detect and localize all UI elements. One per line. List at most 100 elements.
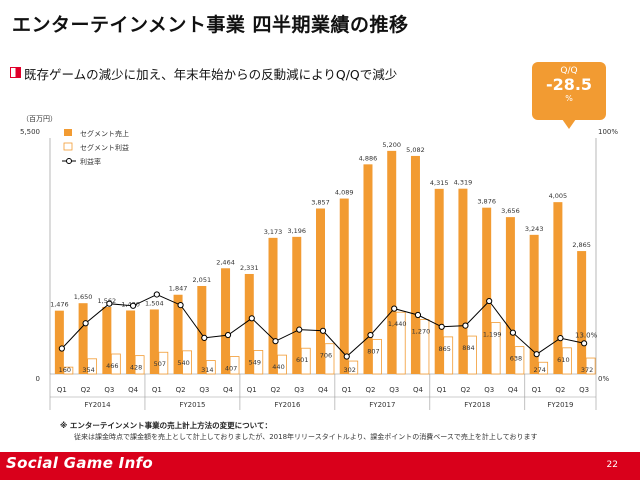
data-label-sales: 2,464 bbox=[216, 258, 235, 266]
x-tick-label: Q4 bbox=[128, 386, 139, 394]
qq-value: -28.5 bbox=[545, 75, 593, 94]
legend-label: セグメント売上 bbox=[80, 129, 129, 138]
data-label-sales: 3,857 bbox=[311, 198, 330, 206]
bullet-icon bbox=[10, 67, 21, 78]
data-label-sales: 1,476 bbox=[50, 301, 69, 309]
bar-profit bbox=[372, 338, 382, 375]
x-tick-label: Q1 bbox=[532, 386, 542, 394]
bar-profit bbox=[277, 354, 287, 375]
data-label-sales: 4,315 bbox=[430, 179, 449, 187]
qq-badge-pointer bbox=[562, 119, 576, 129]
x-tick-label: Q1 bbox=[57, 386, 67, 394]
marker-profit-rate bbox=[272, 338, 279, 345]
bar-profit bbox=[300, 347, 311, 375]
bar-profit bbox=[182, 350, 192, 375]
bar-profit bbox=[63, 366, 74, 375]
bar-profit bbox=[253, 350, 264, 375]
data-label-sales: 3,173 bbox=[264, 228, 283, 236]
unit-label: （百万円） bbox=[22, 115, 57, 123]
x-tick-label: Q3 bbox=[484, 386, 494, 394]
legend-label: 利益率 bbox=[80, 157, 101, 166]
marker-profit-rate bbox=[414, 311, 422, 319]
data-label-profit: 302 bbox=[344, 366, 356, 374]
data-label-profit: 601 bbox=[296, 356, 308, 364]
bar-sales bbox=[221, 268, 231, 374]
bar-sales bbox=[458, 188, 468, 374]
marker-profit-rate bbox=[557, 335, 564, 342]
bar-sales bbox=[434, 188, 444, 374]
bar-sales bbox=[410, 155, 420, 374]
page-subtitle: 既存ゲームの減少に加え、年末年始からの反動減によりQ/Qで減少 bbox=[24, 67, 398, 82]
bar-profit bbox=[87, 358, 98, 375]
data-label-profit: 807 bbox=[367, 347, 379, 355]
x-tick-label: Q4 bbox=[223, 386, 234, 394]
data-label-sales: 1,504 bbox=[145, 299, 164, 307]
bar-sales bbox=[577, 251, 587, 374]
bar-sales bbox=[173, 294, 183, 374]
data-label-profit: 1,270 bbox=[412, 328, 431, 336]
qq-badge: Q/Q -28.5 % bbox=[532, 62, 606, 129]
fiscal-year-label: FY2016 bbox=[274, 401, 301, 409]
marker-profit-rate bbox=[533, 351, 540, 358]
data-label-sales: 3,196 bbox=[287, 227, 306, 235]
data-label-sales: 3,656 bbox=[501, 207, 520, 215]
data-label-sales: 4,886 bbox=[359, 154, 378, 162]
fiscal-year-label: FY2017 bbox=[369, 401, 395, 409]
marker-profit-rate bbox=[58, 345, 65, 352]
x-tick-label: Q3 bbox=[294, 386, 304, 394]
marker-profit-rate bbox=[201, 334, 208, 341]
data-label-sales: 5,082 bbox=[406, 146, 425, 154]
bar-sales bbox=[363, 164, 373, 374]
data-label-profit: 884 bbox=[462, 344, 474, 352]
x-tick-label: Q1 bbox=[247, 386, 257, 394]
data-label-sales: 4,319 bbox=[454, 179, 473, 187]
marker-profit-rate bbox=[343, 353, 350, 360]
fiscal-year-label: FY2014 bbox=[84, 401, 111, 409]
x-tick-label: Q4 bbox=[318, 386, 329, 394]
data-label-profit: 428 bbox=[130, 364, 142, 372]
bar-sales bbox=[102, 306, 112, 374]
qq-unit: % bbox=[565, 94, 573, 103]
data-label-sales: 4,005 bbox=[549, 192, 568, 200]
bar-profit bbox=[467, 335, 477, 375]
data-label-rate: 13.0% bbox=[575, 331, 598, 339]
bar-profit bbox=[395, 311, 406, 375]
x-tick-label: Q3 bbox=[579, 386, 589, 394]
x-tick-label: Q2 bbox=[81, 386, 91, 394]
bar-profit bbox=[585, 357, 596, 375]
bar-sales bbox=[339, 198, 349, 374]
legend-swatch-marker bbox=[66, 158, 72, 164]
x-tick-label: Q2 bbox=[555, 386, 565, 394]
data-label-profit: 610 bbox=[557, 356, 569, 364]
bar-sales bbox=[244, 273, 254, 374]
bar-profit bbox=[561, 347, 572, 375]
data-label-sales: 4,089 bbox=[335, 189, 354, 197]
bar-profit bbox=[110, 353, 121, 375]
data-label-profit: 372 bbox=[581, 366, 593, 374]
legend-swatch-sales bbox=[64, 129, 72, 136]
marker-profit-rate bbox=[153, 291, 160, 298]
data-label-profit: 274 bbox=[533, 366, 545, 374]
marker-profit-rate bbox=[129, 302, 137, 309]
data-label-profit: 865 bbox=[438, 345, 450, 353]
marker-profit-rate bbox=[367, 331, 374, 339]
data-label-profit: 314 bbox=[201, 366, 213, 374]
page-number: 22 bbox=[606, 460, 618, 470]
x-tick-label: Q2 bbox=[271, 386, 281, 394]
data-label-profit: 540 bbox=[177, 359, 189, 367]
data-label-sales: 1,847 bbox=[169, 285, 188, 293]
bar-sales bbox=[529, 234, 539, 374]
x-tick-label: Q2 bbox=[365, 386, 375, 394]
bar-sales bbox=[197, 285, 207, 374]
data-label-profit: 706 bbox=[320, 352, 332, 360]
marker-profit-rate bbox=[224, 331, 232, 339]
bar-profit bbox=[490, 322, 501, 375]
marker-profit-rate bbox=[486, 297, 493, 305]
marker-profit-rate bbox=[581, 340, 588, 347]
bar-sales bbox=[482, 207, 492, 374]
y2-tick-label: 0% bbox=[598, 375, 609, 383]
marker-profit-rate bbox=[248, 315, 255, 322]
bar-profit bbox=[229, 356, 240, 375]
marker-profit-rate bbox=[438, 323, 445, 330]
